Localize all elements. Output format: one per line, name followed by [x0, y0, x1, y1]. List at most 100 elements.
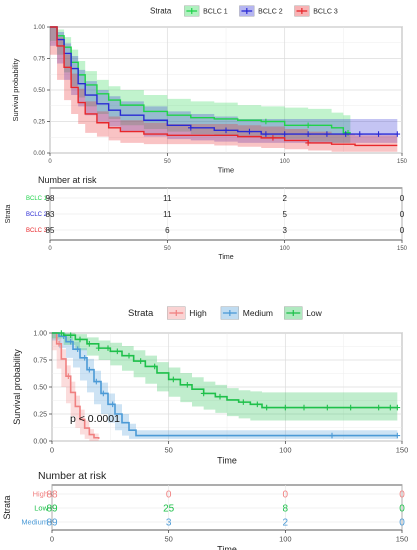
risk-value-3-0-0: 88 [46, 490, 58, 501]
risk-value-3-2-2: 2 [283, 518, 289, 529]
p-value-annotation-2: p < 0.0001 [70, 413, 120, 425]
risk-row-label-3-2: Medium [21, 518, 48, 527]
censor-mark-2-1-9 [394, 432, 401, 439]
censor-mark-2-2-18 [301, 404, 307, 411]
y-tick-label-2-3: 0.75 [33, 357, 47, 364]
risk-value-1-0-0: 98 [46, 194, 55, 203]
censor-mark-2-2-5 [105, 345, 111, 351]
risk-x-tick-label-3-0: 0 [50, 535, 54, 544]
ci-band-0-2 [50, 27, 398, 152]
y-tick-label-0-3: 0.75 [33, 57, 45, 63]
censor-mark-2-2-20 [347, 404, 354, 411]
risk-value-3-1-2: 8 [283, 504, 289, 515]
risk-value-1-2-0: 85 [46, 226, 55, 235]
censor-mark-0-1-2 [246, 128, 253, 135]
risk-row-label-1-1: BCLC 2 [26, 212, 48, 218]
censor-mark-2-0-0 [56, 341, 62, 347]
censor-mark-2-1-7 [109, 401, 116, 408]
x-tick-label-0-1: 50 [164, 159, 171, 165]
risk-table-title-3: Number at risk [38, 470, 107, 482]
risk-value-3-0-1: 0 [166, 490, 172, 501]
censor-mark-2-2-3 [86, 341, 93, 347]
censor-mark-2-2-23 [394, 404, 401, 411]
risk-value-1-0-3: 0 [400, 194, 405, 203]
censor-mark-0-1-3 [263, 131, 269, 137]
censor-mark-2-2-2 [77, 336, 83, 343]
risk-value-3-2-0: 89 [46, 518, 58, 529]
risk-table-panel-3 [51, 484, 403, 531]
risk-x-tick-label-1-0: 0 [48, 246, 52, 252]
y-axis-title-0: Survival probability [11, 58, 20, 121]
risk-value-1-2-1: 6 [165, 226, 170, 235]
censor-mark-2-1-6 [100, 390, 107, 397]
censor-mark-0-0-0 [263, 118, 269, 125]
risk-value-1-0-1: 11 [163, 194, 172, 203]
censor-mark-0-1-9 [375, 131, 382, 137]
censor-mark-0-1-5 [305, 131, 311, 137]
survival-line-0-1 [50, 26, 398, 135]
y-tick-label-2-2: 0.50 [33, 384, 47, 391]
y-tick-label-2-0: 0.00 [33, 438, 47, 445]
risk-x-tick-label-1-3: 150 [397, 246, 408, 252]
y-tick-label-0-4: 1.00 [33, 25, 45, 31]
censor-mark-2-2-9 [151, 363, 158, 370]
censor-mark-0-1-6 [324, 131, 330, 137]
censor-mark-0-1-10 [394, 131, 401, 137]
x-tick-label-2-3: 150 [396, 446, 409, 455]
risk-value-3-1-3: 0 [399, 504, 405, 515]
risk-x-tick-label-3-3: 150 [396, 535, 409, 544]
censor-mark-2-2-4 [95, 345, 102, 351]
ci-band-2-2 [52, 333, 398, 421]
censor-mark-0-2-0 [270, 135, 276, 141]
x-axis-title-2: Time [217, 456, 237, 466]
legend-label-2-0: High [189, 308, 207, 318]
risk-table-title-1: Number at risk [38, 175, 97, 185]
ci-band-2-0 [52, 333, 99, 441]
censor-mark-2-2-21 [375, 404, 382, 411]
censor-mark-2-2-7 [126, 352, 132, 359]
censor-mark-2-2-17 [282, 404, 289, 411]
risk-x-axis-title-1: Time [218, 254, 233, 261]
censor-mark-2-0-1 [65, 373, 72, 379]
legend-label-2-2: Low [306, 308, 322, 318]
ci-band-0-0 [50, 27, 351, 143]
censor-mark-2-2-15 [254, 401, 261, 408]
risk-value-1-1-3: 0 [400, 210, 405, 219]
censor-mark-2-2-13 [217, 393, 223, 400]
censor-mark-2-2-16 [263, 404, 270, 411]
censor-mark-2-2-6 [114, 348, 121, 355]
risk-row-label-3-1: Low [34, 504, 48, 513]
legend-title-2: Strata [128, 308, 154, 319]
legend-label-0-0: BCLC 1 [203, 8, 228, 15]
censor-mark-2-2-10 [170, 376, 177, 383]
risk-row-label-1-2: BCLC 3 [26, 228, 48, 234]
censor-mark-0-1-0 [188, 125, 194, 131]
x-tick-label-2-2: 100 [279, 446, 292, 455]
risk-value-3-2-1: 3 [166, 518, 172, 529]
legend-label-0-1: BCLC 2 [258, 8, 283, 15]
x-tick-label-0-0: 0 [48, 159, 52, 165]
censor-mark-2-1-2 [74, 346, 81, 352]
censor-mark-2-2-0 [58, 330, 65, 336]
censor-mark-0-1-7 [342, 131, 349, 137]
censor-mark-2-2-12 [200, 390, 207, 397]
censor-mark-2-1-1 [67, 338, 74, 345]
survival-line-2-1 [52, 332, 398, 437]
censor-mark-2-2-14 [240, 399, 247, 405]
risk-value-3-2-3: 0 [399, 518, 405, 529]
legend-label-0-2: BCLC 3 [313, 8, 338, 15]
risk-value-1-2-3: 0 [400, 226, 405, 235]
y-tick-label-2-1: 0.25 [33, 411, 47, 418]
x-axis-title-0: Time [218, 166, 234, 175]
risk-value-3-0-3: 0 [399, 490, 405, 501]
y-tick-label-0-1: 0.25 [33, 120, 45, 126]
censor-mark-2-2-19 [324, 404, 331, 411]
censor-mark-2-2-8 [137, 358, 144, 364]
risk-y-axis-title-3: Strata [2, 495, 12, 519]
legend-title-0: Strata [150, 6, 172, 15]
risk-x-tick-label-1-1: 50 [164, 246, 171, 252]
risk-value-1-1-0: 83 [46, 210, 55, 219]
censor-mark-2-2-22 [387, 404, 394, 411]
censor-mark-2-2-1 [67, 332, 74, 338]
